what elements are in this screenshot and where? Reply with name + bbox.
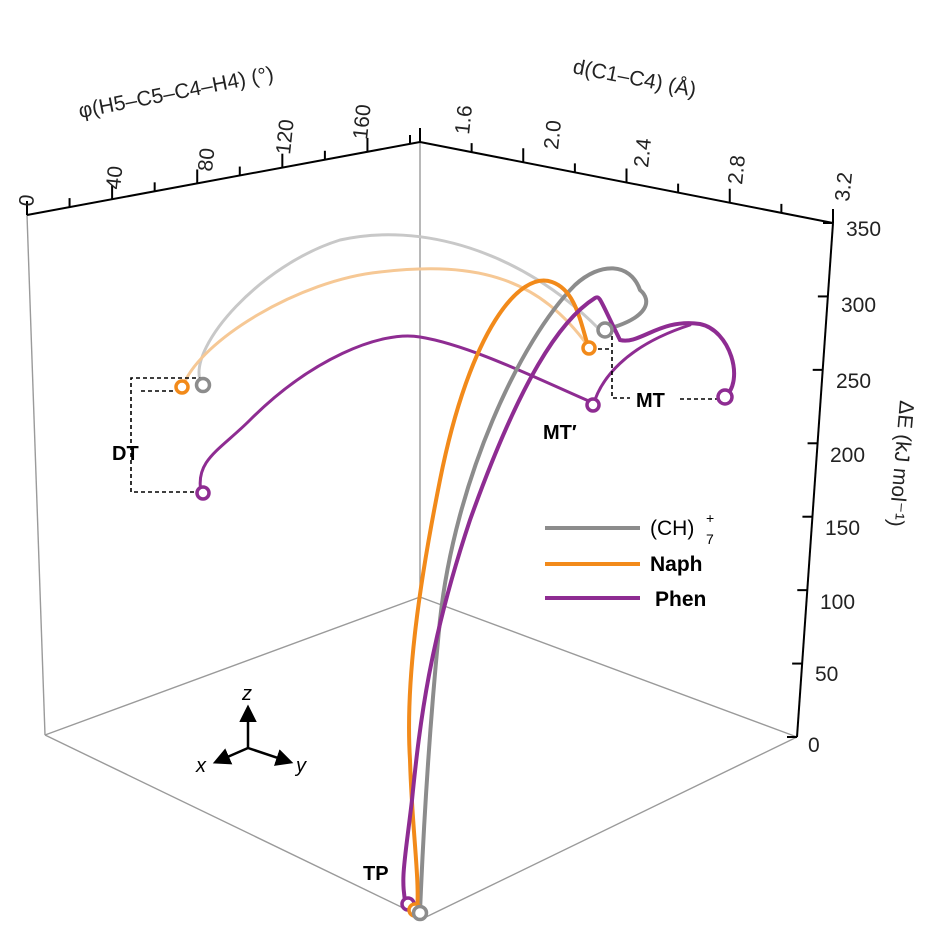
dt-bracket — [130, 377, 203, 493]
y-axis-title: d(C1–C4) (Å) — [571, 55, 698, 101]
x-tick-label-0: 0 — [15, 193, 39, 207]
y-tick-label-1.6: 1.6 — [451, 104, 477, 135]
x-tick-label-80: 80 — [194, 147, 219, 173]
y-tick-labels: 1.6 2.0 2.4 2.8 3.2 — [451, 104, 857, 202]
z-tick-label-50: 50 — [815, 663, 838, 686]
dir-label-z: z — [241, 683, 252, 705]
marker-dt-phen — [195, 485, 211, 501]
z-axis-ticks — [787, 222, 833, 738]
label-dt: DT — [112, 443, 139, 465]
z-tick-label-150: 150 — [825, 517, 860, 540]
box-frame — [26, 142, 798, 919]
marker-mt-phen — [716, 388, 734, 406]
z-tick-label-0: 0 — [808, 734, 820, 757]
z-axis-line — [796, 222, 834, 738]
z-tick-label-250: 250 — [836, 370, 871, 393]
z-tick-labels: 350 300 250 200 150 100 50 0 — [808, 218, 881, 757]
direction-indicator — [212, 704, 294, 766]
marker-dt-ch7 — [194, 376, 212, 394]
label-mt-bg — [632, 385, 678, 411]
label-tp: TP — [363, 863, 389, 885]
top-axes — [26, 141, 834, 738]
ch7-trace-dt-mt — [197, 233, 600, 382]
legend: (CH) + 7 Naph Phen — [545, 510, 714, 611]
label-mtp: MT′ — [543, 422, 577, 444]
mt-bracket — [611, 336, 630, 399]
phen-trace-dt-mtp — [198, 334, 593, 494]
x-tick-labels: 0 40 80 120 160 — [15, 103, 376, 207]
plot-curves — [181, 233, 736, 914]
marker-mt-naph — [581, 340, 597, 356]
x-axis-title: φ(H5–C5–C4–H4) (°) — [77, 63, 276, 123]
z-tick-label-350: 350 — [846, 218, 881, 241]
legend-label-ch7: (CH) — [650, 517, 694, 540]
floor-right-front — [423, 736, 798, 919]
back-left-vertical — [26, 214, 46, 736]
marker-mtp-phen — [585, 397, 601, 413]
floor-left-front — [44, 734, 425, 919]
legend-label-phen: Phen — [655, 588, 706, 611]
x-tick-label-40: 40 — [102, 165, 127, 191]
y-tick-label-2.8: 2.8 — [724, 154, 750, 185]
y-axis-ticks — [419, 128, 834, 223]
y-tick-label-3.2: 3.2 — [831, 171, 857, 202]
z-axis-title: ΔE (kJ mol⁻¹) — [884, 400, 918, 528]
naph-trace-dt-mt — [181, 267, 590, 388]
x-tick-label-120: 120 — [272, 118, 299, 155]
dir-arrow-x — [212, 746, 249, 765]
dir-label-y: y — [294, 755, 307, 777]
y-tick-label-2.0: 2.0 — [540, 119, 566, 150]
dashed-guides — [130, 336, 724, 493]
legend-label-ch7-sub: 7 — [706, 531, 714, 547]
markers — [174, 321, 734, 922]
marker-dt-naph — [174, 379, 190, 395]
label-mt: MT — [636, 390, 665, 412]
dir-label-x: x — [195, 755, 207, 777]
floor-left-back — [44, 596, 421, 736]
x-axis-line — [26, 141, 421, 216]
phen-curve-mt-tp — [401, 295, 736, 907]
legend-label-ch7-main: (CH) — [650, 517, 694, 540]
dir-arrow-y — [247, 746, 294, 766]
z-tick-label-200: 200 — [830, 444, 865, 467]
z-tick-label-300: 300 — [841, 294, 876, 317]
y-tick-label-2.4: 2.4 — [630, 137, 656, 169]
floor-right-back — [419, 596, 798, 738]
ch7-curve-mt-tp — [418, 266, 649, 914]
marker-mt-ch7 — [596, 321, 614, 339]
x-tick-label-160: 160 — [349, 103, 376, 140]
phen-curve-mtp-mt — [591, 323, 692, 408]
x-axis-ticks — [26, 135, 411, 215]
z-tick-label-100: 100 — [820, 591, 855, 614]
legend-label-ch7-sup: + — [706, 510, 714, 526]
marker-tp-ch7 — [411, 904, 429, 922]
legend-label-naph: Naph — [650, 553, 703, 576]
